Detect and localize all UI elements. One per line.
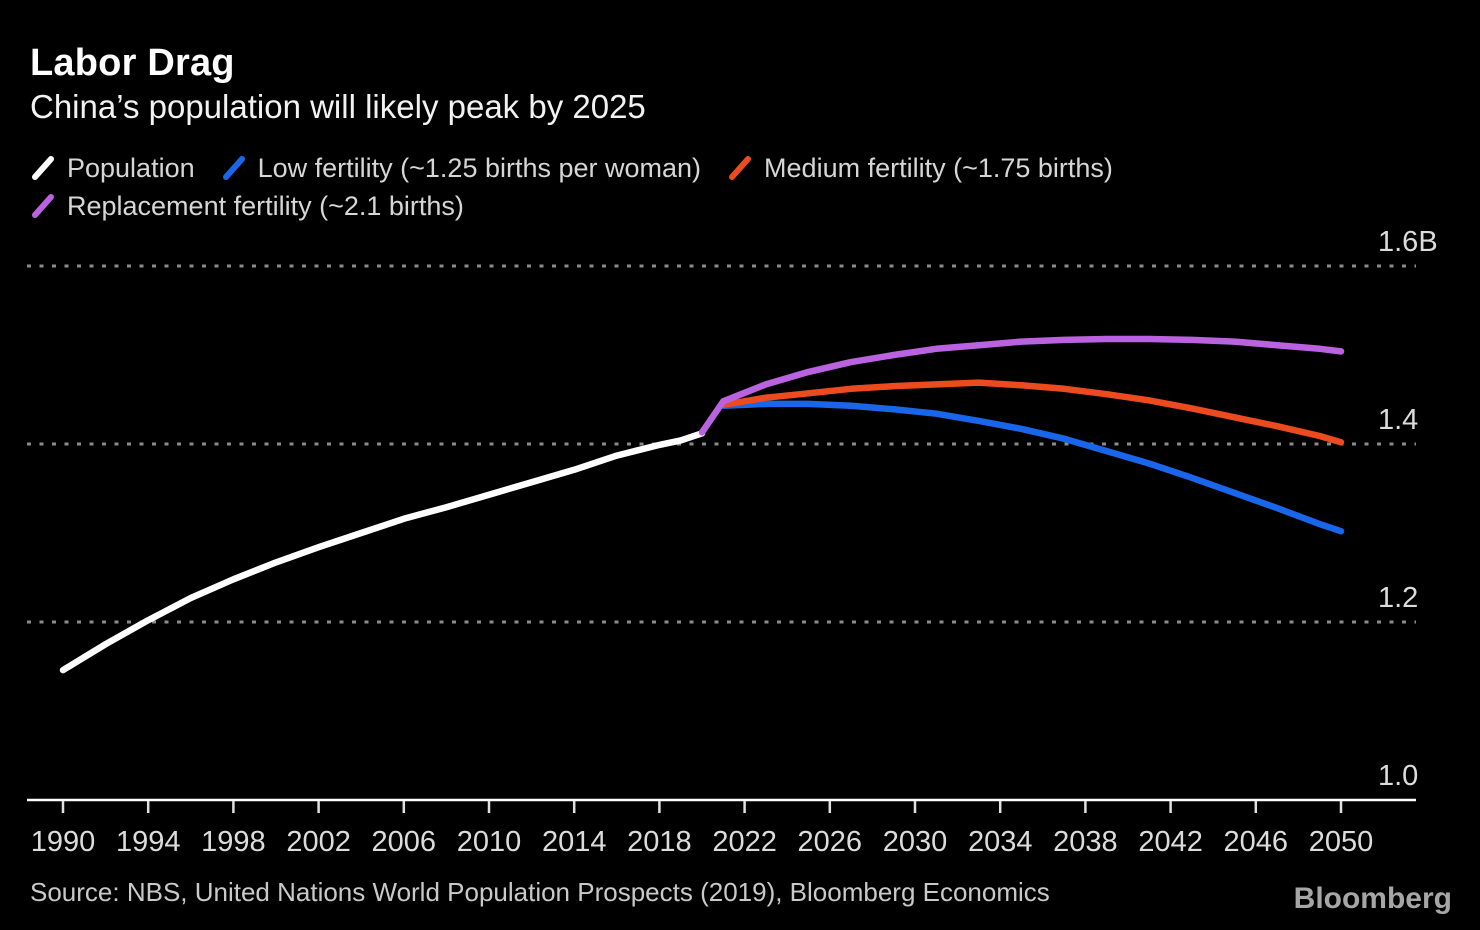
legend-item-population: Population [30, 154, 195, 182]
legend-label: Low fertility (~1.25 births per woman) [257, 152, 702, 183]
y-axis-tick-label: 1.0 [1378, 760, 1418, 792]
series-line-population [59, 430, 706, 674]
legend-item-replacement-fertility: Replacement fertility (~2.1 births) [30, 192, 464, 220]
x-axis-tick-label: 2026 [798, 826, 863, 858]
y-axis-tick-label: 1.2 [1378, 582, 1418, 614]
population-swatch-icon [32, 156, 54, 180]
legend-row-2: Replacement fertility (~2.1 births) [30, 188, 1113, 224]
series-line-medium [720, 379, 1345, 446]
low-fertility-swatch-icon [222, 156, 245, 180]
x-axis-tick-label: 2006 [372, 826, 437, 858]
medium-fertility-swatch-icon [729, 156, 752, 180]
legend-item-medium-fertility: Medium fertility (~1.75 births) [727, 154, 1113, 182]
x-axis-tick-label: 2010 [457, 826, 522, 858]
x-axis-tick-label: 2002 [286, 826, 351, 858]
legend-row-1: Population Low fertility (~1.25 births p… [30, 150, 1113, 186]
y-axis-tick-label: 1.6B [1378, 226, 1438, 258]
legend-label: Medium fertility (~1.75 births) [764, 152, 1113, 183]
chart-title: Labor Drag [30, 42, 235, 84]
source-note: Source: NBS, United Nations World Popula… [30, 877, 1050, 907]
x-axis-tick-label: 2022 [712, 826, 777, 858]
replacement-fertility-swatch-icon [32, 194, 54, 218]
x-axis-tick-label: 2018 [627, 826, 692, 858]
series-line-replacement [698, 335, 1345, 436]
x-axis-tick-label: 2034 [968, 826, 1033, 858]
x-axis-tick-label: 2050 [1309, 826, 1374, 858]
legend: Population Low fertility (~1.25 births p… [30, 150, 1113, 224]
y-axis-tick-label: 1.4 [1378, 404, 1418, 436]
legend-label: Population [67, 152, 195, 183]
x-axis-tick-label: 2014 [542, 826, 607, 858]
legend-label: Replacement fertility (~2.1 births) [67, 190, 464, 221]
x-axis-tick-label: 2038 [1053, 826, 1118, 858]
x-axis-tick-label: 1994 [116, 826, 181, 858]
x-axis-tick-label: 2042 [1138, 826, 1203, 858]
x-axis-tick-label: 2030 [883, 826, 948, 858]
x-axis-tick-label: 2046 [1224, 826, 1289, 858]
x-axis-tick-label: 1998 [201, 826, 266, 858]
chart-subtitle: China’s population will likely peak by 2… [30, 88, 646, 125]
series-line-low [720, 400, 1345, 535]
bloomberg-logo: Bloomberg [1293, 882, 1452, 915]
x-axis-tick-label: 1990 [31, 826, 96, 858]
legend-item-low-fertility: Low fertility (~1.25 births per woman) [221, 154, 701, 182]
